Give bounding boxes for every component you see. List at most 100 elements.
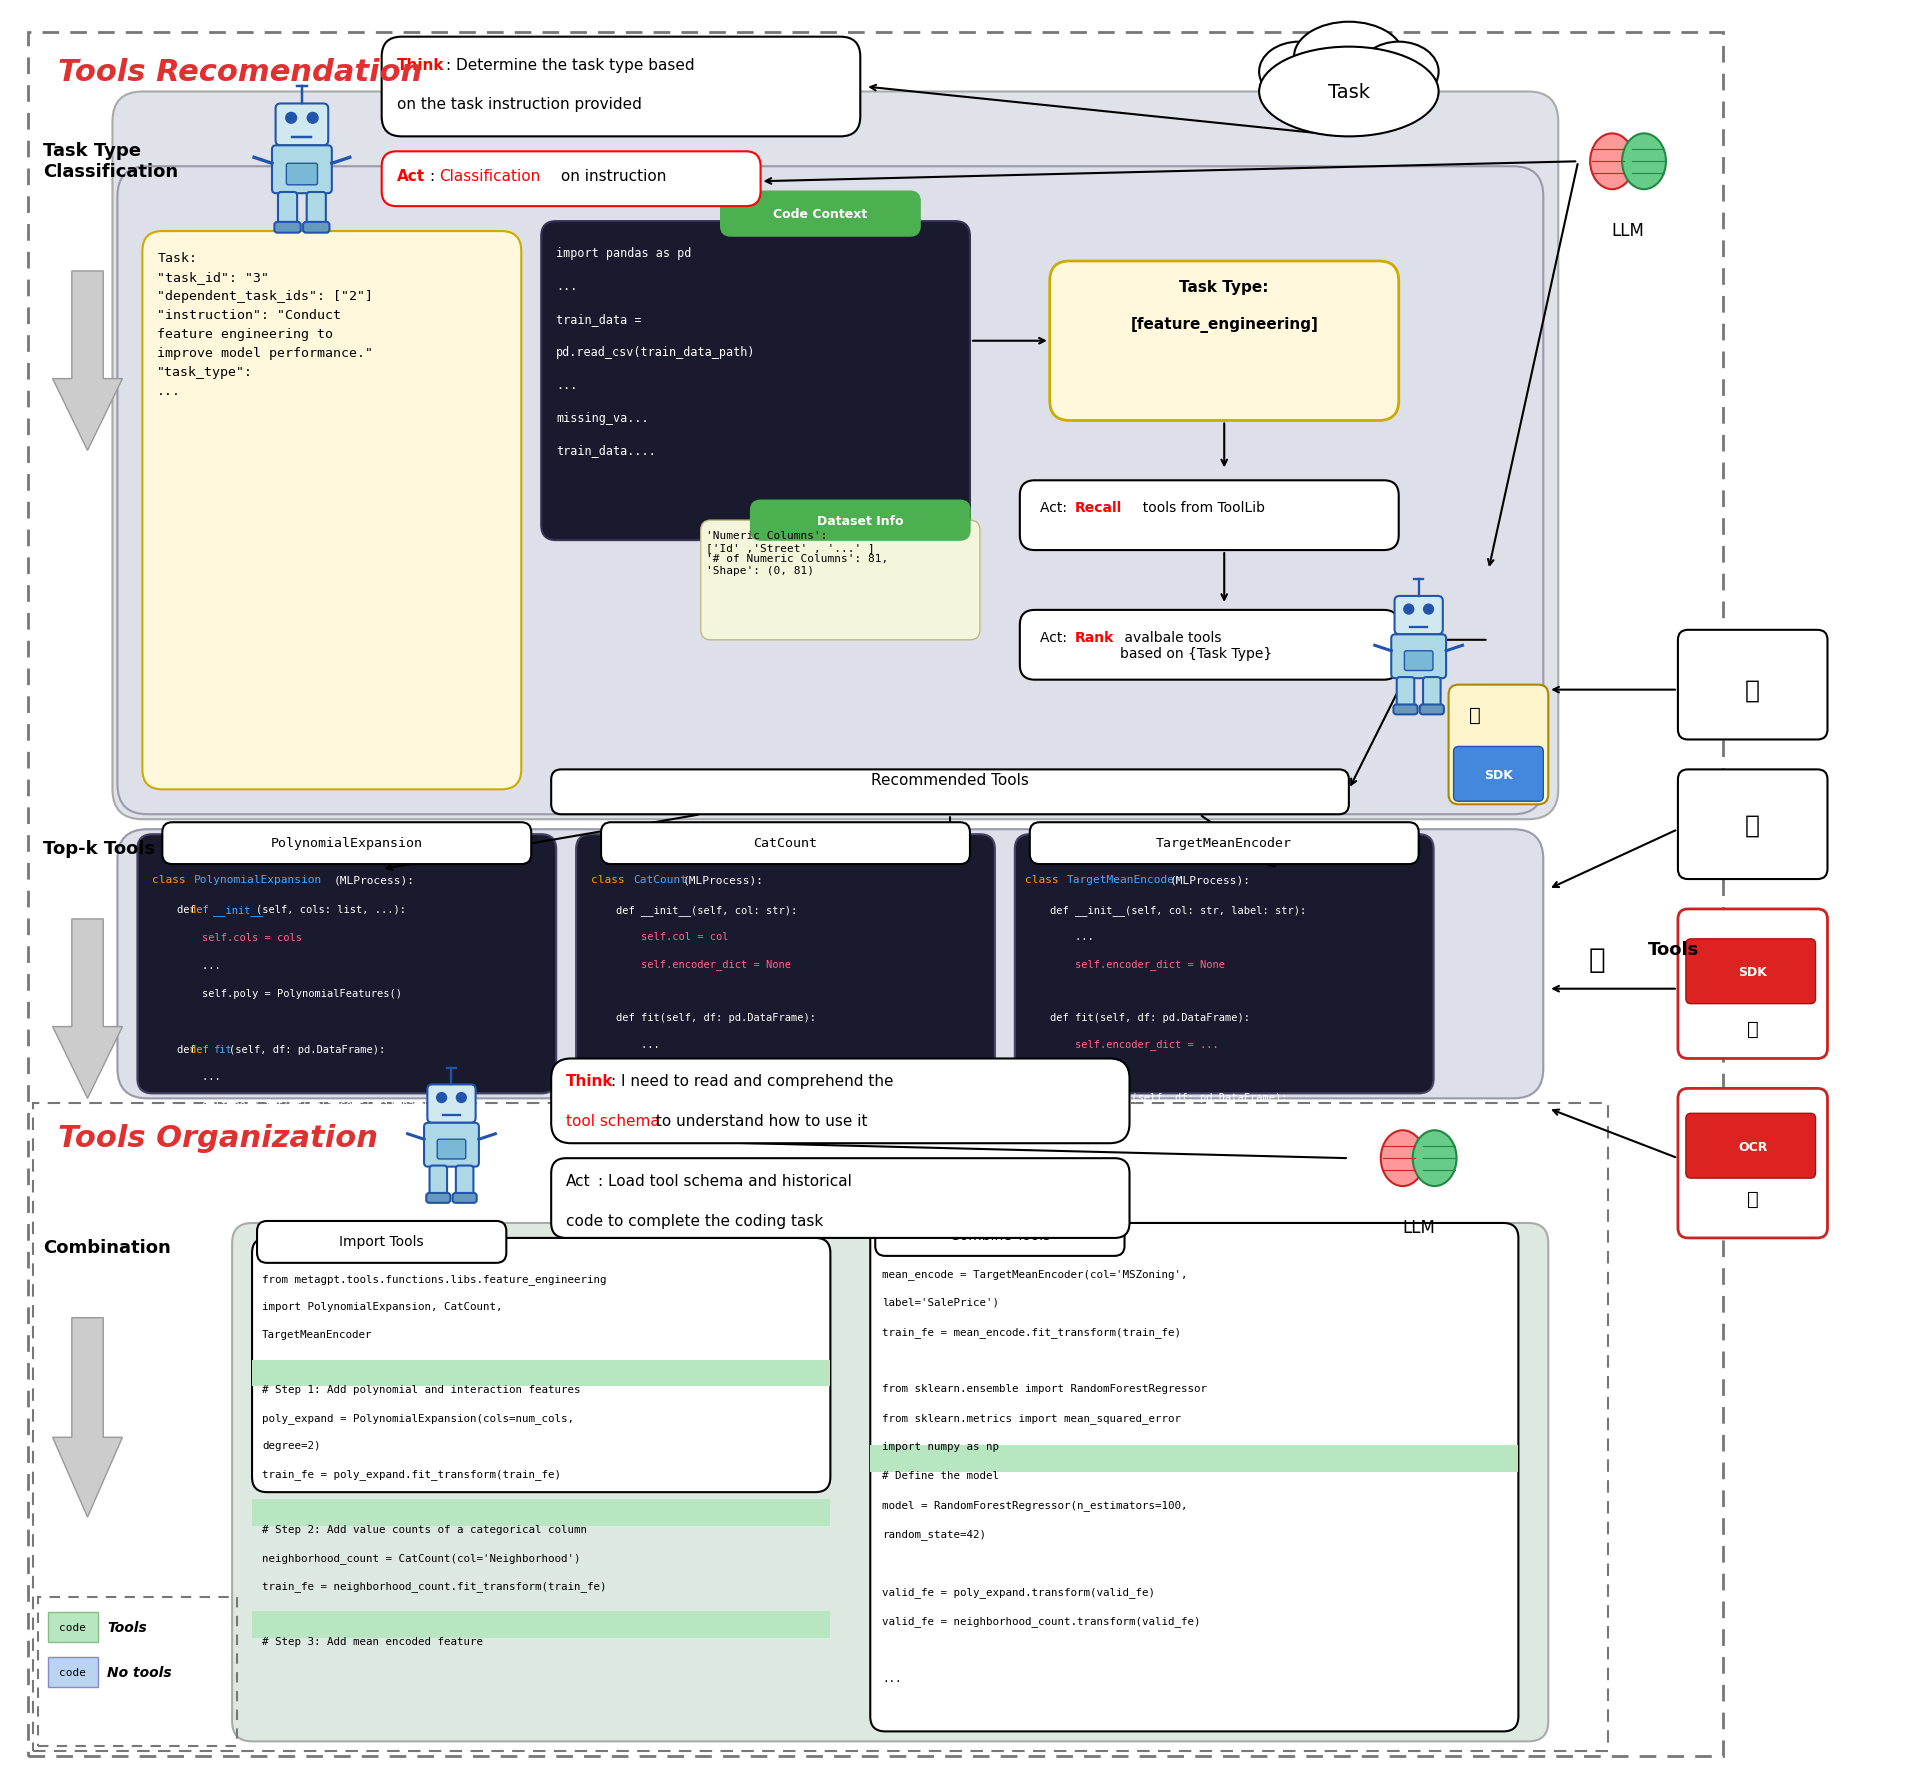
Text: OCR: OCR [1738, 1140, 1768, 1154]
FancyBboxPatch shape [551, 1159, 1129, 1238]
Text: train_fe = mean_encode.fit_transform(train_fe): train_fe = mean_encode.fit_transform(tra… [881, 1326, 1181, 1336]
Text: 📊: 📊 [1745, 678, 1761, 703]
FancyBboxPatch shape [1396, 678, 1415, 708]
FancyBboxPatch shape [138, 835, 557, 1093]
Text: # Step 1: Add polynomial and interaction features: # Step 1: Add polynomial and interaction… [261, 1385, 580, 1395]
FancyBboxPatch shape [1016, 835, 1434, 1093]
Text: (MLProcess):: (MLProcess): [334, 875, 415, 884]
FancyBboxPatch shape [163, 823, 532, 864]
Circle shape [1404, 605, 1413, 615]
FancyBboxPatch shape [455, 1166, 474, 1197]
Text: Task Type:: Task Type: [1179, 279, 1269, 295]
Text: Tools: Tools [1647, 941, 1699, 959]
Text: Tools: Tools [108, 1619, 148, 1633]
FancyBboxPatch shape [286, 165, 317, 186]
FancyBboxPatch shape [1678, 1090, 1828, 1238]
Text: self.poly.fit(df[self.cols].fillna(0)): self.poly.fit(df[self.cols].fillna(0)) [152, 1100, 440, 1109]
Text: self.encoder_dict = ...: self.encoder_dict = ... [1025, 1039, 1219, 1050]
Text: avalbale tools
based on {Task Type}: avalbale tools based on {Task Type} [1119, 630, 1271, 660]
Text: return new_df: return new_df [1025, 1147, 1156, 1157]
Text: def transform(self, df: pd.DataFrame) :: def transform(self, df: pd.DataFrame) : [591, 1066, 860, 1075]
Text: train_fe = neighborhood_count.fit_transform(train_fe): train_fe = neighborhood_count.fit_transf… [261, 1580, 607, 1590]
FancyBboxPatch shape [876, 1215, 1125, 1256]
FancyBboxPatch shape [428, 1084, 476, 1123]
Text: Act:: Act: [1041, 630, 1071, 644]
Text: def fit(self, df: pd.DataFrame):: def fit(self, df: pd.DataFrame): [1025, 1013, 1250, 1022]
Ellipse shape [1380, 1131, 1425, 1186]
Text: self.encoder_dict = None: self.encoder_dict = None [1025, 959, 1225, 970]
Text: (MLProcess):: (MLProcess): [684, 875, 764, 884]
Text: (MLProcess):: (MLProcess): [1169, 875, 1250, 884]
Text: No tools: No tools [108, 1664, 173, 1678]
FancyBboxPatch shape [1392, 635, 1446, 678]
Text: random_state=42): random_state=42) [881, 1528, 987, 1539]
Text: PolynomialExpansion: PolynomialExpansion [194, 875, 323, 884]
Text: def: def [190, 905, 215, 914]
Text: from metagpt.tools.functions.libs.feature_engineering: from metagpt.tools.functions.libs.featur… [261, 1274, 607, 1285]
Text: self.poly = PolynomialFeatures(): self.poly = PolynomialFeatures() [152, 988, 403, 998]
Text: def: def [152, 905, 202, 914]
Text: class: class [152, 875, 192, 884]
Text: TargetMeanEncoder: TargetMeanEncoder [261, 1329, 372, 1338]
FancyBboxPatch shape [113, 93, 1559, 819]
Text: Task: Task [1329, 82, 1369, 102]
Ellipse shape [1622, 134, 1667, 190]
Ellipse shape [1260, 48, 1438, 138]
FancyBboxPatch shape [541, 222, 970, 540]
FancyBboxPatch shape [720, 191, 920, 236]
Text: Code Context: Code Context [774, 208, 868, 220]
Text: 📄: 📄 [1747, 1190, 1759, 1208]
FancyBboxPatch shape [252, 1238, 829, 1492]
FancyBboxPatch shape [307, 193, 326, 227]
Text: SDK: SDK [1738, 966, 1766, 979]
Text: on instruction: on instruction [557, 170, 666, 184]
Ellipse shape [1590, 134, 1634, 190]
FancyBboxPatch shape [576, 835, 995, 1093]
Bar [48, 1612, 98, 1642]
Text: poly_expand = PolynomialExpansion(cols=num_cols,: poly_expand = PolynomialExpansion(cols=n… [261, 1413, 574, 1424]
Text: self.col = col: self.col = col [591, 932, 728, 941]
Text: valid_fe = neighborhood_count.transform(valid_fe): valid_fe = neighborhood_count.transform(… [881, 1615, 1200, 1626]
FancyBboxPatch shape [430, 1166, 447, 1197]
FancyBboxPatch shape [551, 769, 1350, 814]
FancyBboxPatch shape [751, 501, 970, 540]
FancyBboxPatch shape [1423, 678, 1440, 708]
Text: Think: Think [397, 57, 444, 73]
Text: Task Type
Classification: Task Type Classification [42, 143, 179, 181]
Text: code: code [60, 1667, 86, 1676]
Text: missing_va...: missing_va... [557, 411, 649, 424]
Text: Act: Act [397, 170, 424, 184]
Text: Task:
"task_id": "3"
"dependent_task_ids": ["2"]
"instruction": "Conduct
feature: Task: "task_id": "3" "dependent_task_ids… [157, 252, 372, 397]
Bar [252, 1499, 829, 1526]
FancyBboxPatch shape [117, 166, 1544, 814]
Text: import PolynomialExpansion, CatCount,: import PolynomialExpansion, CatCount, [261, 1301, 503, 1311]
FancyBboxPatch shape [1678, 909, 1828, 1059]
Text: def transform(self, df: pd.DataFrame):: def transform(self, df: pd.DataFrame): [1025, 1093, 1286, 1102]
Text: :: : [430, 170, 440, 184]
FancyBboxPatch shape [232, 1224, 1548, 1741]
FancyBboxPatch shape [601, 823, 970, 864]
Text: TargetMeanEncoder: TargetMeanEncoder [1068, 875, 1181, 884]
Text: Think: Think [566, 1073, 614, 1090]
Text: valid_fe = poly_expand.transform(valid_fe): valid_fe = poly_expand.transform(valid_f… [881, 1587, 1156, 1598]
Ellipse shape [1294, 23, 1404, 93]
Text: import pandas as pd: import pandas as pd [557, 247, 691, 259]
FancyBboxPatch shape [276, 104, 328, 147]
FancyBboxPatch shape [382, 152, 760, 208]
Text: Rank: Rank [1075, 630, 1114, 644]
Text: train_data....: train_data.... [557, 444, 657, 458]
Circle shape [307, 113, 319, 123]
Text: def: def [152, 1045, 202, 1054]
Text: code to complete the coding task: code to complete the coding task [566, 1213, 824, 1229]
Text: SDK: SDK [1484, 769, 1513, 782]
FancyBboxPatch shape [426, 1193, 451, 1204]
Text: pd.read_csv(train_data_path): pd.read_csv(train_data_path) [557, 345, 756, 358]
Text: Tools Organization: Tools Organization [58, 1123, 378, 1152]
FancyBboxPatch shape [1678, 769, 1828, 880]
Text: from sklearn.ensemble import RandomForestRegressor: from sklearn.ensemble import RandomFores… [881, 1383, 1208, 1394]
FancyBboxPatch shape [1419, 705, 1444, 716]
Polygon shape [52, 920, 123, 1098]
Bar [252, 1360, 829, 1386]
FancyBboxPatch shape [551, 1059, 1129, 1143]
Text: self.encoder_dict = None: self.encoder_dict = None [591, 959, 791, 970]
